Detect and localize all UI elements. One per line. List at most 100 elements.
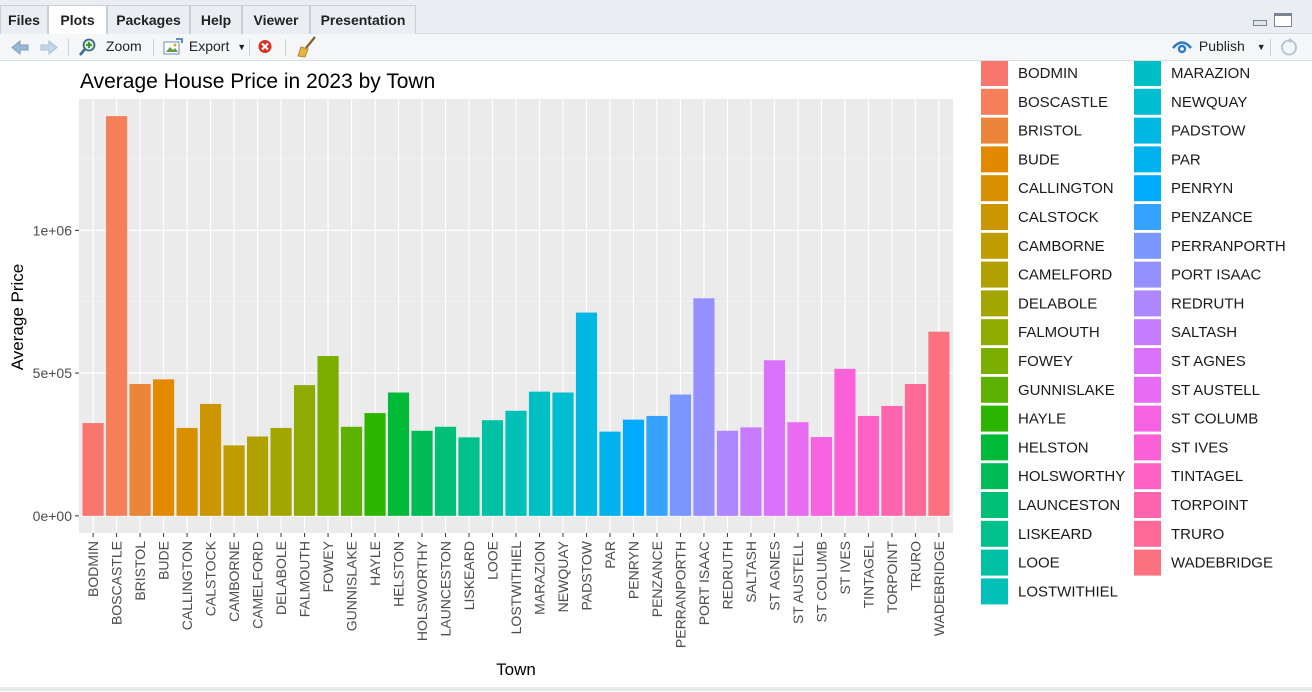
x-tick-label: LISKEARD [461, 541, 477, 610]
legend-label: CALLINGTON [1018, 180, 1114, 197]
zoom-label: Zoom [105, 38, 142, 54]
bars-group [82, 116, 950, 516]
x-tick-label: GUNNISLAKE [344, 541, 360, 631]
legend-label: BRISTOL [1018, 123, 1082, 140]
x-tick-label: BUDE [156, 541, 172, 580]
bar-calstock [199, 403, 222, 516]
bar-tintagel [857, 415, 879, 516]
legend-label: REDRUTH [1171, 295, 1244, 312]
export-button[interactable]: Export ▼ [162, 34, 246, 61]
x-tick-label: NEWQUAY [555, 540, 571, 612]
bar-bodmin [82, 423, 104, 516]
legend-key [1134, 348, 1161, 374]
bar-looe [481, 420, 504, 516]
legend-key [1134, 492, 1161, 518]
pane-tab-bar: Files Plots Packages Help Viewer Present… [0, 0, 1312, 35]
x-tick-label: PAR [602, 541, 618, 569]
bar-st-agnes [763, 360, 786, 516]
bar-bristol [129, 383, 151, 516]
legend-label: HOLSWORTHY [1018, 468, 1125, 485]
bottom-border [0, 687, 1312, 691]
legend-label: ST COLUMB [1171, 411, 1258, 428]
legend-key [981, 405, 1008, 432]
legend-label: CALSTOCK [1018, 209, 1099, 226]
legend-key [981, 290, 1008, 317]
legend-label: PENZANCE [1171, 209, 1253, 226]
y-tick-label: 1e+06 [33, 222, 73, 238]
broom-icon[interactable] [296, 34, 318, 61]
legend-label: LOOE [1018, 555, 1060, 572]
legend-key [1134, 520, 1161, 547]
plots-toolbar: Zoom Export ▼ Publish ▼ [0, 34, 1312, 61]
bar-wadebridge [928, 331, 950, 516]
legend-key [1134, 549, 1161, 576]
x-tick-label: REDRUTH [719, 541, 735, 609]
legend-label: ST AGNES [1171, 353, 1246, 370]
tab-packages[interactable]: Packages [107, 5, 190, 34]
x-tick-label: PERRANPORTH [672, 541, 688, 648]
legend-key [1134, 146, 1161, 173]
legend-label: PERRANPORTH [1171, 238, 1286, 255]
bar-truro [904, 383, 926, 516]
legend-key [1134, 463, 1161, 490]
bar-st-columb [810, 437, 833, 516]
bar-marazion [528, 391, 551, 516]
legend-key [981, 434, 1008, 461]
publish-icon [1171, 41, 1193, 54]
publish-button[interactable]: Publish ▼ [1171, 34, 1266, 61]
bar-torpoint [881, 405, 903, 516]
refresh-icon[interactable] [1279, 34, 1299, 61]
zoom-button[interactable]: Zoom [78, 34, 142, 61]
legend-key [981, 117, 1008, 144]
maximize-pane-icon[interactable] [1274, 13, 1292, 27]
x-tick-label: LOSTWITHIEL [508, 541, 524, 635]
legend-label: LISKEARD [1018, 526, 1092, 543]
x-tick-label: DELABOLE [273, 541, 289, 615]
legend-label: TORPOINT [1171, 497, 1248, 514]
legend-label: CAMBORNE [1018, 238, 1105, 255]
legend-key [981, 232, 1008, 259]
bar-port-isaac [693, 298, 715, 516]
legend-key [981, 146, 1008, 173]
bar-chart: Average House Price in 2023 by Town 0e+0… [8, 60, 1286, 679]
legend-key [981, 175, 1008, 202]
y-tick-label: 0e+00 [33, 508, 73, 524]
x-tick-label: CAMELFORD [250, 541, 266, 629]
bar-callington [176, 427, 198, 516]
legend-key [981, 204, 1008, 230]
legend-key [1134, 232, 1161, 259]
legend-label: MARAZION [1171, 65, 1250, 82]
legend-key [1134, 434, 1161, 461]
legend-key [981, 463, 1008, 490]
x-tick-label: HOLSWORTHY [414, 540, 430, 641]
legend-key [981, 376, 1008, 403]
x-tick-label: TRURO [907, 541, 923, 591]
bar-hayle [364, 413, 386, 516]
bar-gunnislake [340, 426, 363, 516]
bar-lostwithiel [505, 410, 527, 516]
tab-presentation[interactable]: Presentation [310, 5, 416, 34]
arrow-left-icon[interactable] [9, 34, 31, 61]
legend-label: FOWEY [1018, 353, 1073, 370]
legend-label: HAYLE [1018, 411, 1066, 428]
legend-label: DELABOLE [1018, 295, 1097, 312]
legend-label: BUDE [1018, 151, 1060, 168]
export-label: Export [188, 38, 230, 54]
legend-key [1134, 60, 1161, 86]
legend-label: ST IVES [1171, 439, 1228, 456]
legend-key [1134, 117, 1161, 144]
tab-viewer[interactable]: Viewer [242, 5, 310, 34]
legend-label: PADSTOW [1171, 123, 1246, 140]
tab-files[interactable]: Files [0, 5, 48, 34]
remove-plot-icon[interactable] [256, 34, 274, 61]
tab-help[interactable]: Help [190, 5, 242, 34]
tab-plots[interactable]: Plots [48, 5, 107, 35]
bar-camborne [223, 445, 245, 516]
x-axis-title: Town [496, 660, 536, 679]
arrow-right-icon[interactable] [38, 34, 60, 61]
x-tick-label: CAMBORNE [226, 541, 242, 622]
bar-bude [153, 379, 175, 516]
legend-key [1134, 261, 1161, 288]
y-axis: 0e+00 5e+05 1e+06 [33, 222, 79, 524]
minimize-pane-icon[interactable] [1253, 20, 1267, 26]
